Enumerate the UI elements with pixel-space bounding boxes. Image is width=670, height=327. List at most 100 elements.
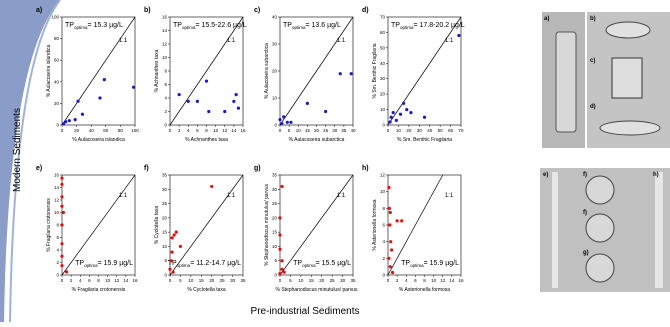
one-to-one-line <box>62 17 135 125</box>
y-tick-label: 10 <box>380 189 386 194</box>
point <box>278 216 281 219</box>
tp-annotation: TPoptima= 13.6 µg/L <box>283 22 341 30</box>
tp-value: = 13.6 µg/L <box>305 22 340 29</box>
x-tick-label: 80 <box>118 128 124 133</box>
point <box>232 100 235 103</box>
y-tick-label: 40 <box>54 79 60 84</box>
micrograph <box>606 22 650 38</box>
y-tick-label: 10 <box>272 244 278 249</box>
x-tick-label: 5 <box>288 128 291 133</box>
y-tick-label: 35 <box>162 173 168 178</box>
y-tick-label: 20 <box>272 69 278 74</box>
x-tick-label: 5 <box>289 278 292 283</box>
point <box>81 113 84 116</box>
x-tick-label: 12 <box>222 128 228 133</box>
x-tick-label: 6 <box>88 278 91 283</box>
x-tick-label: 60 <box>103 128 109 133</box>
y-tick-label: 60 <box>380 30 386 35</box>
tp-subscript: optima <box>182 25 196 30</box>
x-tick-label: 0 <box>61 128 64 133</box>
micrograph <box>552 172 558 288</box>
y-tick-label: 16 <box>162 15 168 20</box>
x-tick-label: 8 <box>97 278 100 283</box>
x-tick-label: 10 <box>431 278 437 283</box>
tp-value: = 15.9 µg/L <box>424 260 459 267</box>
y-tick-label: 25 <box>162 201 168 206</box>
x-tick-label: 16 <box>458 278 464 283</box>
point <box>173 233 176 236</box>
point <box>400 219 403 222</box>
y-tick-label: 0 <box>274 123 277 128</box>
point <box>392 111 395 114</box>
tp-annotation: TPoptima= 15.9 µg/L <box>401 260 459 268</box>
x-tick-label: 25 <box>323 128 329 133</box>
one-to-one-line <box>280 17 353 125</box>
x-tick-label: 6 <box>196 128 199 133</box>
point <box>388 120 391 123</box>
diagonal-label: 1:1 <box>445 38 454 44</box>
tp-subscript: optima <box>410 263 424 268</box>
micrographs <box>540 12 670 292</box>
point <box>223 110 226 113</box>
diagonal-label: 1:1 <box>227 193 236 199</box>
point <box>210 185 213 188</box>
tp-annotation: TPoptima= 17.8-20.2 µg/L <box>391 22 465 30</box>
point <box>387 257 390 260</box>
x-tick-label: 35 <box>240 278 246 283</box>
tp-value: = 15.5-22.6 µg/L <box>195 22 246 29</box>
tp-annotation: TPoptima= 15.9 µg/L <box>75 260 133 268</box>
diagonal-label: 1:1 <box>445 193 454 199</box>
y-tick-label: 20 <box>272 215 278 220</box>
image-label: f) <box>583 210 587 216</box>
y-tick-label: 100 <box>51 15 59 20</box>
point <box>207 110 210 113</box>
one-to-one-line <box>388 17 461 125</box>
y-tick-label: 12 <box>162 42 168 47</box>
y-tick-label: 25 <box>272 201 278 206</box>
one-to-one-line <box>170 17 243 125</box>
point <box>103 78 106 81</box>
micrograph <box>655 172 663 288</box>
x-axis-label: % Stephanodiscus minutulus/ parvus <box>276 287 358 293</box>
x-tick-label: 2 <box>178 128 181 133</box>
y-tick-label: 30 <box>272 42 278 47</box>
x-axis-label: % Sm. Benthic Fragilaria <box>397 137 452 143</box>
x-tick-label: 5 <box>179 278 182 283</box>
figure: Modern Sediments Pre-industrial Sediment… <box>0 0 670 322</box>
panel-letter: f) <box>144 165 149 172</box>
x-tick-label: 35 <box>341 128 347 133</box>
y-tick-label: 4 <box>382 239 385 244</box>
y-tick-label: 8 <box>382 206 385 211</box>
x-tick-label: 4 <box>187 128 190 133</box>
image-label: f) <box>583 172 587 178</box>
point <box>60 205 63 208</box>
panel-letter: d) <box>362 7 369 14</box>
image-label: c) <box>590 58 595 64</box>
point <box>405 108 408 111</box>
point <box>179 245 182 248</box>
x-tick-label: 10 <box>213 128 219 133</box>
point <box>76 100 79 103</box>
point <box>169 259 172 262</box>
image-label: d) <box>590 104 596 110</box>
tp-label: TP <box>75 260 84 267</box>
point <box>391 271 394 274</box>
x-tick-label: 0 <box>387 128 390 133</box>
x-tick-label: 0 <box>387 278 390 283</box>
y-tick-label: 10 <box>380 107 386 112</box>
y-tick-label: 80 <box>54 36 60 41</box>
point <box>350 72 353 75</box>
tp-subscript: optima <box>74 25 88 30</box>
tp-label: TP <box>391 22 400 29</box>
y-tick-label: 2 <box>164 109 167 114</box>
tp-value: = 17.8-20.2 µg/L <box>413 22 464 29</box>
x-tick-label: 12 <box>440 278 446 283</box>
tp-label: TP <box>173 22 182 29</box>
point <box>170 251 173 254</box>
point <box>170 236 173 239</box>
row-label: Modern Sediments <box>12 108 23 192</box>
y-tick-label: 10 <box>162 244 168 249</box>
y-tick-label: 10 <box>54 210 60 215</box>
y-tick-label: 20 <box>380 92 386 97</box>
y-axis-label: % Stephanodiscus minutulus/ parvus <box>264 184 270 266</box>
